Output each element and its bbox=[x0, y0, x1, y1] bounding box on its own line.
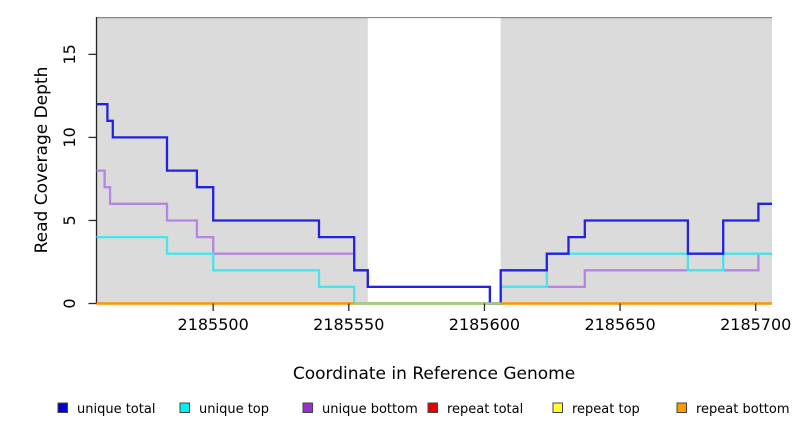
y-tick-label: 0 bbox=[60, 298, 79, 308]
legend-swatch bbox=[57, 402, 68, 413]
chart-plot-area: 2185500 2185550 2185600 2185650 2185700 0 5 10 1… bbox=[60, 17, 791, 334]
x-tick-label: 2185700 bbox=[720, 315, 791, 334]
y-tick-label: 15 bbox=[60, 44, 79, 64]
legend-swatch bbox=[302, 402, 313, 413]
legend-label: repeat total bbox=[447, 402, 523, 417]
x-tick-label: 2185500 bbox=[178, 315, 249, 334]
legend-label: unique total bbox=[77, 402, 155, 417]
masked-region bbox=[367, 18, 501, 304]
legend-swatch bbox=[179, 402, 190, 413]
chart-legend: unique total unique top unique bottom repea… bbox=[57, 402, 790, 417]
legend-label: unique bottom bbox=[322, 402, 418, 417]
legend-swatch bbox=[427, 402, 438, 413]
x-tick-label: 2185600 bbox=[449, 315, 520, 334]
x-tick-label: 2185650 bbox=[584, 315, 655, 334]
legend-item-unique-top: unique top bbox=[179, 402, 269, 417]
x-tick-label: 2185550 bbox=[313, 315, 384, 334]
legend-swatch bbox=[552, 402, 563, 413]
y-tick-label: 10 bbox=[60, 127, 79, 147]
legend-item-repeat-top: repeat top bbox=[552, 402, 640, 417]
legend-label: unique top bbox=[199, 402, 269, 417]
legend-item-repeat-total: repeat total bbox=[427, 402, 523, 417]
y-tick-label: 5 bbox=[60, 215, 79, 225]
series-line-unique-total bbox=[96, 103, 772, 305]
legend-item-unique-total: unique total bbox=[57, 402, 155, 417]
legend-label: repeat top bbox=[572, 402, 640, 417]
legend-item-repeat-bottom: repeat bottom bbox=[676, 402, 790, 417]
legend-label: repeat bottom bbox=[696, 402, 790, 417]
y-axis-label: Read Coverage Depth bbox=[32, 67, 52, 254]
x-axis-label: Coordinate in Reference Genome bbox=[293, 364, 575, 384]
legend-swatch bbox=[676, 402, 687, 413]
legend-item-unique-bottom: unique bottom bbox=[302, 402, 418, 417]
